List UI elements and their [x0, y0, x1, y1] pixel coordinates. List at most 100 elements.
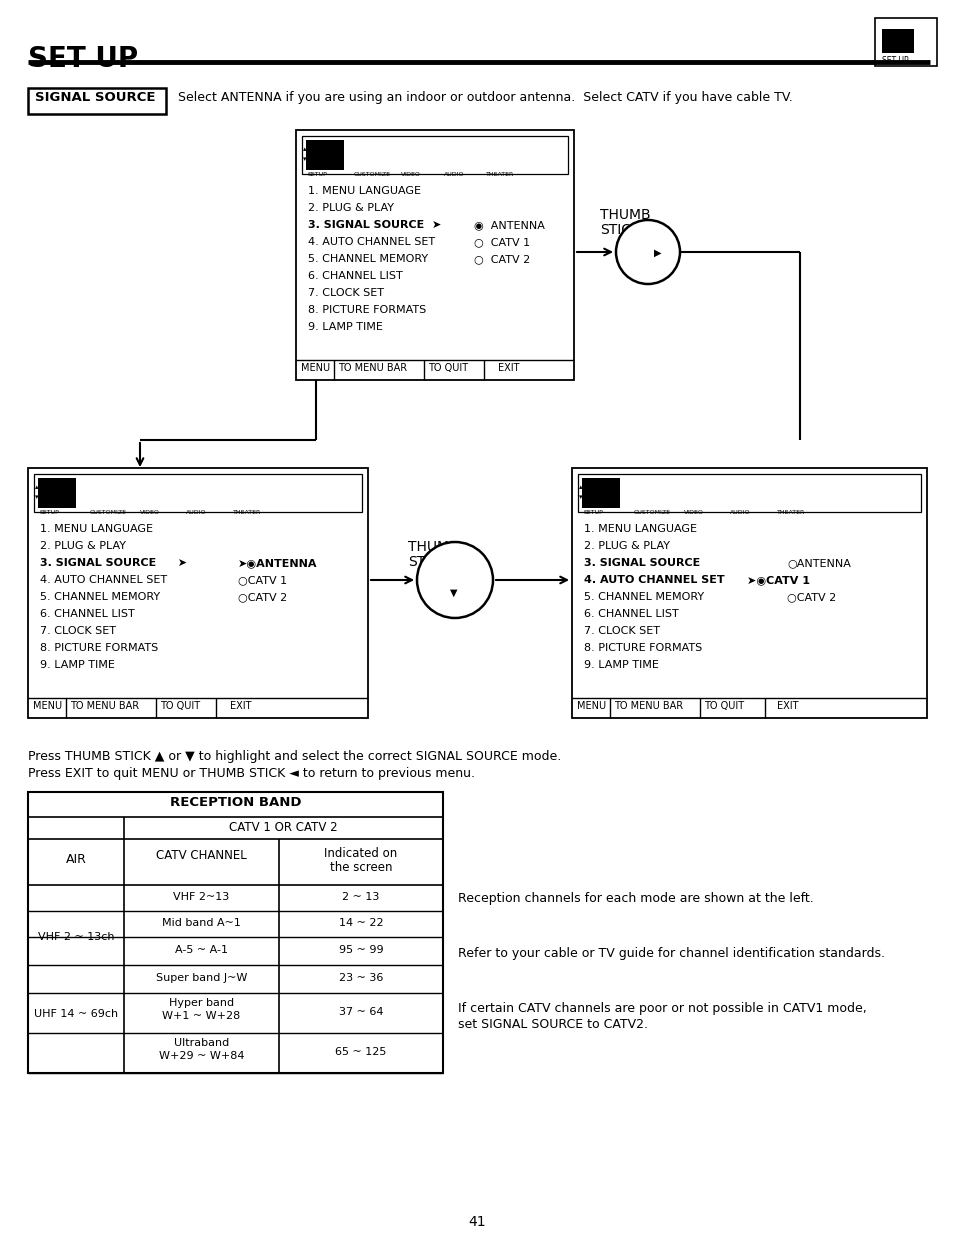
Text: VIDEO: VIDEO [400, 172, 420, 177]
Text: ➤◉CATV 1: ➤◉CATV 1 [746, 576, 809, 585]
Text: 6. CHANNEL LIST: 6. CHANNEL LIST [583, 609, 678, 619]
Text: SETUP: SETUP [40, 510, 60, 515]
Text: TO QUIT: TO QUIT [703, 701, 743, 711]
Text: 6. CHANNEL LIST: 6. CHANNEL LIST [308, 270, 402, 282]
Text: ▾: ▾ [578, 494, 582, 500]
Bar [874, 19, 936, 65]
Text: UHF 14 ~ 69ch: UHF 14 ~ 69ch [34, 1009, 118, 1019]
Text: THEATER: THEATER [233, 510, 261, 515]
Text: TO QUIT: TO QUIT [160, 701, 200, 711]
Text: ➤◉ANTENNA: ➤◉ANTENNA [237, 558, 317, 568]
Text: THEATER: THEATER [485, 172, 514, 177]
Text: ○ANTENNA: ○ANTENNA [786, 558, 850, 568]
Text: ▴: ▴ [303, 146, 306, 152]
Text: Indicated on: Indicated on [324, 847, 397, 860]
Text: ▾: ▾ [35, 494, 38, 500]
Text: VIDEO: VIDEO [683, 510, 703, 515]
Text: RECEPTION BAND: RECEPTION BAND [170, 797, 301, 809]
Bar [38, 478, 76, 508]
Text: MENU: MENU [301, 363, 330, 373]
Text: STICK: STICK [408, 555, 448, 569]
Text: TO MENU BAR: TO MENU BAR [614, 701, 682, 711]
Text: 4. AUTO CHANNEL SET: 4. AUTO CHANNEL SET [308, 237, 435, 247]
Text: A-5 ~ A-1: A-5 ~ A-1 [174, 945, 228, 955]
Text: ○CATV 2: ○CATV 2 [786, 592, 836, 601]
Circle shape [616, 220, 679, 284]
Text: Super band J~W: Super band J~W [155, 973, 247, 983]
Text: 9. LAMP TIME: 9. LAMP TIME [40, 659, 114, 671]
Text: AUDIO: AUDIO [443, 172, 464, 177]
Text: ▶: ▶ [654, 248, 660, 258]
Circle shape [416, 542, 493, 618]
Text: CUSTOMIZE: CUSTOMIZE [634, 510, 670, 515]
Text: ▾: ▾ [303, 156, 306, 162]
Text: 5. CHANNEL MEMORY: 5. CHANNEL MEMORY [308, 254, 428, 264]
Text: SETUP: SETUP [583, 510, 603, 515]
Text: ○  CATV 2: ○ CATV 2 [474, 254, 530, 264]
Text: 8. PICTURE FORMATS: 8. PICTURE FORMATS [308, 305, 426, 315]
Text: Mid band A~1: Mid band A~1 [162, 918, 241, 927]
Text: 2 ~ 13: 2 ~ 13 [342, 892, 379, 902]
Text: STICK: STICK [599, 224, 639, 237]
Text: SETUP: SETUP [308, 172, 328, 177]
Text: ◉  ANTENNA: ◉ ANTENNA [474, 220, 544, 230]
Text: ▴: ▴ [35, 484, 38, 490]
Bar [28, 468, 368, 718]
Text: 5. CHANNEL MEMORY: 5. CHANNEL MEMORY [40, 592, 160, 601]
Bar [295, 130, 574, 380]
Text: AUDIO: AUDIO [729, 510, 750, 515]
Text: ○CATV 1: ○CATV 1 [237, 576, 287, 585]
Text: SIGNAL SOURCE: SIGNAL SOURCE [35, 91, 155, 104]
Text: EXIT: EXIT [497, 363, 519, 373]
Bar [28, 792, 442, 1073]
Bar [28, 88, 166, 114]
Text: ▴: ▴ [578, 484, 582, 490]
Text: TO MENU BAR: TO MENU BAR [337, 363, 407, 373]
Text: 5. CHANNEL MEMORY: 5. CHANNEL MEMORY [583, 592, 703, 601]
Bar [572, 468, 926, 718]
Bar [882, 28, 913, 53]
Text: TO QUIT: TO QUIT [428, 363, 468, 373]
Text: THUMB: THUMB [408, 540, 458, 555]
Text: ○CATV 2: ○CATV 2 [237, 592, 287, 601]
Text: Ultraband: Ultraband [173, 1037, 229, 1049]
Text: Press THUMB STICK ▲ or ▼ to highlight and select the correct SIGNAL SOURCE mode.: Press THUMB STICK ▲ or ▼ to highlight an… [28, 750, 560, 763]
Text: 6. CHANNEL LIST: 6. CHANNEL LIST [40, 609, 134, 619]
Text: 1. MENU LANGUAGE: 1. MENU LANGUAGE [308, 186, 420, 196]
Bar [34, 474, 361, 513]
Text: Press EXIT to quit MENU or THUMB STICK ◄ to return to previous menu.: Press EXIT to quit MENU or THUMB STICK ◄… [28, 767, 475, 781]
Text: Refer to your cable or TV guide for channel identification standards.: Refer to your cable or TV guide for chan… [457, 947, 884, 960]
Text: 2. PLUG & PLAY: 2. PLUG & PLAY [308, 203, 394, 212]
Text: 3. SIGNAL SOURCE: 3. SIGNAL SOURCE [40, 558, 156, 568]
Text: SET UP: SET UP [882, 56, 907, 65]
Text: the screen: the screen [330, 861, 392, 874]
Text: 3. SIGNAL SOURCE: 3. SIGNAL SOURCE [583, 558, 700, 568]
Text: AIR: AIR [66, 853, 87, 866]
Text: 4. AUTO CHANNEL SET: 4. AUTO CHANNEL SET [40, 576, 167, 585]
Text: 1. MENU LANGUAGE: 1. MENU LANGUAGE [583, 524, 697, 534]
Text: CUSTOMIZE: CUSTOMIZE [354, 172, 391, 177]
Text: TO MENU BAR: TO MENU BAR [70, 701, 139, 711]
Text: SET UP: SET UP [28, 44, 138, 73]
Text: MENU: MENU [577, 701, 605, 711]
Text: ○  CATV 1: ○ CATV 1 [474, 237, 530, 247]
Text: 1. MENU LANGUAGE: 1. MENU LANGUAGE [40, 524, 152, 534]
Text: 2. PLUG & PLAY: 2. PLUG & PLAY [583, 541, 669, 551]
Text: 95 ~ 99: 95 ~ 99 [338, 945, 383, 955]
Text: MENU: MENU [33, 701, 62, 711]
Text: 23 ~ 36: 23 ~ 36 [338, 973, 383, 983]
Bar [302, 136, 567, 174]
Text: THEATER: THEATER [776, 510, 804, 515]
Text: 7. CLOCK SET: 7. CLOCK SET [308, 288, 384, 298]
Text: EXIT: EXIT [230, 701, 252, 711]
Text: 37 ~ 64: 37 ~ 64 [338, 1007, 383, 1016]
Text: ▼: ▼ [450, 588, 457, 598]
Text: W+1 ~ W+28: W+1 ~ W+28 [162, 1011, 240, 1021]
Text: 65 ~ 125: 65 ~ 125 [335, 1047, 386, 1057]
Text: 4. AUTO CHANNEL SET: 4. AUTO CHANNEL SET [583, 576, 724, 585]
Text: Reception channels for each mode are shown at the left.: Reception channels for each mode are sho… [457, 892, 813, 905]
Text: THUMB: THUMB [599, 207, 650, 222]
Text: CUSTOMIZE: CUSTOMIZE [90, 510, 127, 515]
Text: 9. LAMP TIME: 9. LAMP TIME [308, 322, 382, 332]
Text: CATV 1 OR CATV 2: CATV 1 OR CATV 2 [229, 821, 337, 834]
